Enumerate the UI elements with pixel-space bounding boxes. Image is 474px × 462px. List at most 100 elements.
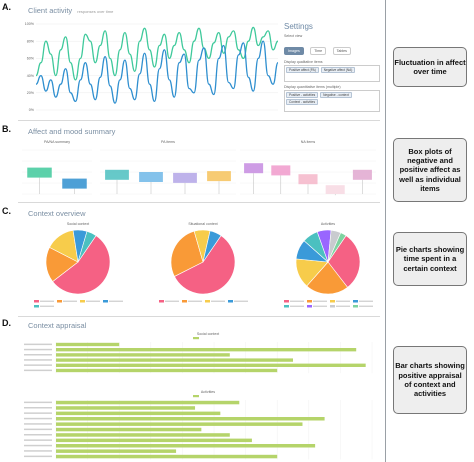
context-pie-charts: Social context Situational context Activit… [34, 222, 373, 308]
appraisal-bar [56, 444, 316, 448]
section-a-letter: A. [2, 2, 11, 12]
appraisal-bar [56, 406, 196, 410]
column-divider [385, 0, 386, 462]
client-activity-line-chart: 100% 80% 60% 40% 20% 0% [25, 22, 279, 112]
quant-chip[interactable]: Negative - context [320, 92, 352, 98]
legend-swatch [353, 300, 358, 303]
settings-panel: Settings Select view Images Time Tables … [284, 22, 380, 117]
pie-slice [52, 235, 111, 295]
section-divider [18, 120, 380, 121]
y-tick-label: 40% [27, 74, 35, 78]
appraisal-bar [56, 400, 240, 405]
quant-items-select[interactable]: Positive - activities Negative - context… [284, 90, 380, 112]
appraisal-bar [56, 422, 303, 426]
category-label-placeholder [24, 359, 52, 361]
legend-label-placeholder [40, 305, 54, 307]
qual-chip[interactable]: Negative affect (NA) [320, 67, 356, 73]
tables-button[interactable]: Tables [332, 47, 351, 55]
legend-swatch [330, 300, 335, 303]
box-plot-box [27, 167, 52, 178]
note-bar-charts: Bar charts showing positive appraisal of… [393, 346, 467, 414]
category-label-placeholder [24, 434, 52, 436]
section-b-title: Affect and mood summary [28, 127, 116, 136]
legend-swatch [307, 300, 312, 303]
legend-label-placeholder [359, 305, 373, 307]
box-plot-box [298, 174, 318, 185]
chart-title: PA items [161, 140, 175, 144]
quant-chip[interactable]: Positive - activities [286, 92, 319, 98]
box-plot-box [173, 172, 197, 183]
legend-swatch [193, 337, 199, 340]
legend-swatch [182, 300, 187, 303]
legend-label-placeholder [165, 300, 179, 302]
pie-slice [306, 261, 348, 295]
chart-title: PA/NA summary [44, 140, 70, 144]
bar-chart-title: Activities [201, 390, 215, 394]
box-plot-box [207, 171, 231, 182]
legend-swatch [228, 300, 233, 303]
legend-swatch [80, 300, 85, 303]
view-buttons: Images Time Tables [284, 39, 380, 57]
note-box-plots: Box plots of negative and positive affec… [393, 138, 467, 202]
section-c-letter: C. [2, 206, 11, 216]
pie-slice [327, 232, 347, 263]
qual-items-label: Display qualitative items [284, 60, 323, 64]
qual-items-select[interactable]: Positive affect (PA) Negative affect (NA… [284, 65, 380, 82]
section-c-title: Context overview [28, 209, 86, 218]
pie-slice [170, 230, 204, 277]
category-label-placeholder [24, 364, 52, 366]
legend-label-placeholder [359, 300, 373, 302]
box-plot-box [105, 169, 129, 180]
category-label-placeholder [24, 423, 52, 425]
pie-slice [77, 230, 97, 263]
pie-title: Social context [67, 222, 89, 226]
series-line-2 [35, 40, 279, 104]
box-plot-box [62, 178, 87, 189]
appraisal-bar [56, 417, 325, 421]
legend-label-placeholder [290, 305, 304, 307]
legend-label-placeholder [336, 305, 350, 307]
legend-swatch [34, 300, 39, 303]
quant-chip[interactable]: Context - activities [286, 99, 319, 105]
qual-chip[interactable]: Positive affect (PA) [286, 67, 319, 73]
chart-title: NA items [301, 140, 316, 144]
category-label-placeholder [24, 455, 52, 458]
note-pie-charts: Pie charts showing time spent in a certa… [393, 232, 467, 286]
section-a-subtitle: responses over time [77, 9, 114, 14]
category-label-placeholder [24, 407, 52, 409]
y-tick-label: 100% [25, 22, 35, 26]
section-divider [18, 316, 380, 317]
box-plot-box [139, 172, 163, 182]
legend-swatch [284, 300, 289, 303]
appraisal-bar [56, 342, 120, 347]
quant-items-label: Display quantitative items (multiple) [284, 85, 341, 89]
legend-label-placeholder [188, 300, 202, 302]
box-plot-box [352, 169, 372, 180]
section-b-letter: B. [2, 124, 11, 134]
appraisal-bar [56, 433, 230, 437]
legend-swatch [159, 300, 164, 303]
appraisal-bar [56, 348, 357, 352]
images-button[interactable]: Images [284, 47, 304, 55]
section-a-title-text: Client activity [28, 6, 73, 15]
pie-slice [202, 230, 222, 263]
y-tick-label: 0% [29, 108, 35, 112]
time-button[interactable]: Time [310, 47, 327, 55]
legend-label-placeholder [234, 300, 248, 302]
section-a-title: Client activity responses over time [28, 6, 113, 15]
appraisal-bar [56, 411, 221, 416]
legend-swatch [193, 395, 199, 398]
settings-title: Settings [284, 22, 313, 31]
section-d-title: Context appraisal [28, 321, 87, 330]
y-tick-label: 80% [27, 39, 35, 43]
appraisal-bar [56, 454, 278, 459]
legend-swatch [307, 305, 312, 308]
note-fluctuation: Fluctuation in affect over time [393, 47, 467, 87]
legend-label-placeholder [313, 300, 327, 302]
category-label-placeholder [24, 369, 52, 372]
category-label-placeholder [24, 343, 52, 346]
legend-label-placeholder [336, 300, 350, 302]
appraisal-bar [56, 438, 252, 443]
legend-swatch [284, 305, 289, 308]
